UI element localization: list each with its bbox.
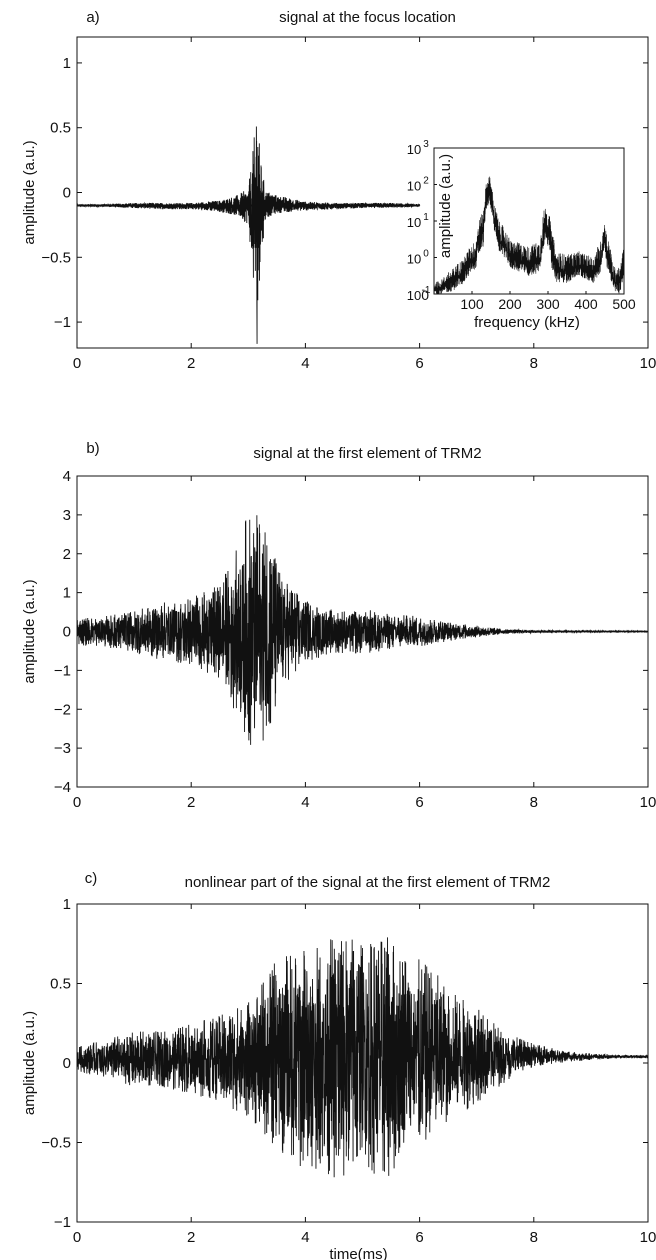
- x-tick-label: 6: [415, 794, 423, 811]
- panel-c: 0 2 4 6 8 10 −1 −0.5 0 0.5 1 c) nonlinear part of th…: [21, 870, 656, 1260]
- x-tick-label: 6: [415, 355, 423, 372]
- signal-trace: [77, 515, 648, 745]
- y-tick-label: −4: [54, 779, 71, 796]
- y-tick-label: 1: [63, 55, 71, 72]
- x-tick-label: 10: [640, 355, 656, 372]
- panel-label: b): [86, 440, 99, 457]
- y-tick-label: −2: [54, 701, 71, 718]
- signal-trace: [77, 126, 421, 344]
- inset-x-tick-label: 100: [460, 296, 484, 312]
- y-tick-label: −1: [54, 662, 71, 679]
- chart-title: signal at the focus location: [279, 9, 456, 26]
- x-tick-label: 6: [415, 1229, 423, 1246]
- inset-x-tick-label: 200: [498, 296, 522, 312]
- y-tick-label: −3: [54, 740, 71, 757]
- chart-title: signal at the first element of TRM2: [253, 445, 481, 462]
- y-tick-label: −1: [54, 314, 71, 331]
- y-tick-label: 0.5: [50, 976, 71, 993]
- inset-y-axis-label: amplitude (a.u.): [437, 154, 454, 258]
- x-tick-label: 0: [73, 1229, 81, 1246]
- x-tick-label: 4: [301, 794, 309, 811]
- x-tick-label: 8: [530, 794, 538, 811]
- inset-y-tick-base: 10: [407, 215, 421, 230]
- y-tick-label: 0: [63, 624, 71, 641]
- inset-y-tick-base: 10: [407, 142, 421, 157]
- y-tick-label: 1: [63, 896, 71, 913]
- x-tick-label: 10: [640, 1229, 656, 1246]
- panel-label: a): [86, 9, 99, 26]
- x-tick-label: 2: [187, 355, 195, 372]
- spectrum-trace: [434, 176, 624, 294]
- panel-a: 0 2 4 6 8 10−1−0.500.51a) signal at the focus …: [21, 9, 656, 372]
- y-axis-label: amplitude (a.u.): [21, 140, 38, 244]
- y-tick-label: 0: [63, 1055, 71, 1072]
- y-tick-label: −0.5: [41, 249, 71, 266]
- inset-y-tick-exponent: 0: [423, 249, 429, 260]
- x-tick-label: 2: [187, 794, 195, 811]
- chart-title: nonlinear part of the signal at the firs…: [185, 874, 551, 891]
- inset-y-tick-base: 10: [407, 179, 421, 194]
- inset-x-tick-label: 500: [612, 296, 636, 312]
- x-tick-label: 4: [301, 1229, 309, 1246]
- x-tick-label: 10: [640, 794, 656, 811]
- signal-trace: [77, 937, 648, 1178]
- inset-y-tick-exponent: 2: [423, 176, 429, 187]
- x-tick-label: 8: [530, 355, 538, 372]
- y-tick-label: 0.5: [50, 120, 71, 137]
- y-tick-label: −0.5: [41, 1135, 71, 1152]
- inset-y-tick-exponent: 1: [423, 212, 429, 223]
- x-tick-label: 0: [73, 794, 81, 811]
- inset-y-tick-exponent: -1: [422, 285, 431, 296]
- inset-x-tick-label: 400: [574, 296, 598, 312]
- panel-label: c): [85, 870, 98, 887]
- y-tick-label: 4: [63, 468, 71, 485]
- inset-x-tick-label: 300: [536, 296, 560, 312]
- y-tick-label: 1: [63, 585, 71, 602]
- inset-y-tick-base: 10: [407, 288, 421, 303]
- y-tick-label: −1: [54, 1214, 71, 1231]
- x-axis-label: time(ms): [329, 1246, 387, 1260]
- x-tick-label: 0: [73, 355, 81, 372]
- inset-y-tick-base: 10: [407, 252, 421, 267]
- y-tick-label: 3: [63, 507, 71, 524]
- y-axis-label: amplitude (a.u.): [21, 579, 38, 683]
- inset-x-origin-label: 0: [421, 287, 429, 303]
- panel-b: 0 2 4 6 8 10 −4 −3 −2 −1 0 1 2 3 4 b) signal at the firs…: [21, 440, 656, 811]
- y-tick-label: 2: [63, 546, 71, 563]
- x-tick-label: 4: [301, 355, 309, 372]
- x-tick-label: 2: [187, 1229, 195, 1246]
- y-axis-label: amplitude (a.u.): [21, 1011, 38, 1115]
- x-tick-label: 8: [530, 1229, 538, 1246]
- inset-y-tick-exponent: 3: [423, 139, 429, 150]
- y-tick-label: 0: [63, 185, 71, 202]
- inset-x-axis-label: frequency (kHz): [474, 314, 580, 331]
